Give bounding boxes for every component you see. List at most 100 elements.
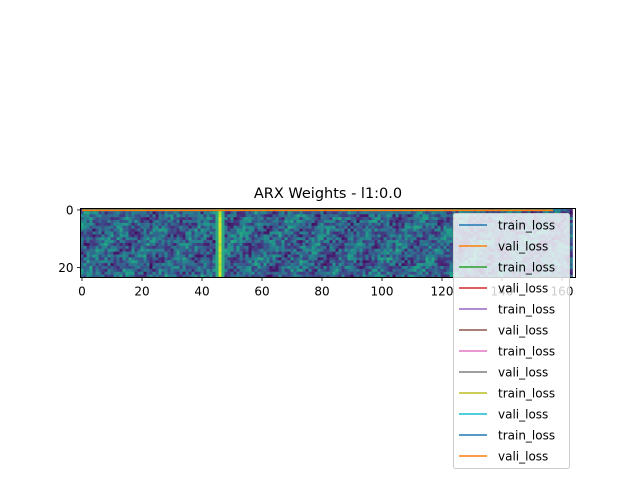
- heatmap-cell: [107, 251, 111, 255]
- heatmap-cell: [248, 274, 252, 278]
- heatmap-cell: [299, 237, 303, 241]
- heatmap-cell: [272, 214, 276, 218]
- heatmap-cell: [101, 217, 105, 221]
- heatmap-cell: [158, 251, 162, 255]
- heatmap-cell: [305, 260, 309, 264]
- heatmap-cell: [362, 240, 366, 244]
- heatmap-cell: [344, 211, 348, 215]
- heatmap-cell: [140, 251, 144, 255]
- heatmap-cell: [344, 271, 348, 275]
- heatmap-cell: [296, 248, 300, 252]
- heatmap-cell: [392, 260, 396, 264]
- heatmap-cell: [419, 268, 423, 273]
- heatmap-cell: [209, 217, 213, 221]
- heatmap-cell: [146, 260, 150, 264]
- heatmap-cell: [155, 251, 159, 255]
- heatmap-cell: [224, 274, 228, 278]
- heatmap-cell: [203, 245, 207, 250]
- heatmap-cell: [92, 228, 96, 232]
- heatmap-cell: [242, 217, 246, 221]
- heatmap-cell: [95, 248, 99, 252]
- heatmap-cell: [365, 248, 369, 252]
- heatmap-cell: [242, 245, 246, 250]
- heatmap-cell: [446, 234, 450, 238]
- heatmap-cell: [140, 211, 144, 215]
- heatmap-cell: [305, 266, 309, 270]
- heatmap-cell: [392, 228, 396, 232]
- heatmap-cell: [332, 268, 336, 273]
- heatmap-cell: [401, 266, 405, 270]
- heatmap-cell: [179, 243, 183, 247]
- heatmap-cell: [149, 245, 153, 250]
- heatmap-cell: [140, 266, 144, 270]
- heatmap-cell: [428, 266, 432, 270]
- heatmap-cell: [320, 211, 324, 215]
- heatmap-cell: [545, 211, 549, 215]
- heatmap-cell: [395, 225, 399, 229]
- heatmap-cell: [374, 245, 378, 250]
- heatmap-cell: [338, 266, 342, 270]
- heatmap-cell: [179, 222, 183, 227]
- heatmap-cell: [254, 228, 258, 232]
- heatmap-cell: [257, 263, 261, 267]
- heatmap-cell: [104, 274, 108, 278]
- heatmap-cell: [299, 228, 303, 232]
- heatmap-cell: [173, 214, 177, 218]
- heatmap-cell: [158, 228, 162, 232]
- heatmap-cell: [431, 240, 435, 244]
- heatmap-cell: [236, 260, 240, 264]
- heatmap-cell: [242, 260, 246, 264]
- heatmap-cell: [401, 248, 405, 252]
- heatmap-cell: [200, 217, 204, 221]
- heatmap-cell: [95, 266, 99, 270]
- heatmap-cell: [203, 248, 207, 252]
- heatmap-cell: [209, 251, 213, 255]
- heatmap-cell: [233, 260, 237, 264]
- heatmap-cell: [251, 263, 255, 267]
- heatmap-cell: [563, 208, 567, 212]
- heatmap-cell: [380, 211, 384, 215]
- heatmap-cell: [419, 217, 423, 221]
- heatmap-cell: [125, 231, 129, 235]
- heatmap-cell: [290, 217, 294, 221]
- heatmap-cell: [431, 248, 435, 252]
- heatmap-cell: [98, 220, 102, 224]
- heatmap-cell: [275, 214, 279, 218]
- heatmap-cell: [437, 231, 441, 235]
- heatmap-cell: [152, 211, 156, 215]
- heatmap-cell: [569, 243, 573, 247]
- heatmap-cell: [377, 263, 381, 267]
- heatmap-cell: [164, 225, 168, 229]
- heatmap-cell: [410, 263, 414, 267]
- heatmap-cell: [134, 211, 138, 215]
- heatmap-cell: [389, 257, 393, 261]
- heatmap-cell: [107, 243, 111, 247]
- heatmap-cell: [128, 257, 132, 261]
- heatmap-cell: [434, 271, 438, 275]
- heatmap-cell: [422, 271, 426, 275]
- heatmap-cell: [353, 214, 357, 218]
- heatmap-cell: [332, 243, 336, 247]
- heatmap-cell: [170, 240, 174, 244]
- heatmap-cell: [335, 245, 339, 250]
- heatmap-cell: [98, 211, 102, 215]
- heatmap-cell: [332, 237, 336, 241]
- heatmap-cell: [170, 266, 174, 270]
- heatmap-cell: [242, 271, 246, 275]
- heatmap-cell: [326, 260, 330, 264]
- heatmap-cell: [146, 266, 150, 270]
- heatmap-cell: [155, 266, 159, 270]
- heatmap-cell: [416, 260, 420, 264]
- heatmap-cell: [149, 214, 153, 218]
- heatmap-cell: [374, 271, 378, 275]
- heatmap-cell: [185, 245, 189, 250]
- heatmap-cell: [446, 240, 450, 244]
- heatmap-cell: [311, 217, 315, 221]
- heatmap-cell: [119, 260, 123, 264]
- heatmap-cell: [200, 214, 204, 218]
- heatmap-cell: [176, 271, 180, 275]
- heatmap-cell: [269, 268, 273, 273]
- heatmap-cell: [383, 251, 387, 255]
- heatmap-cell: [194, 266, 198, 270]
- heatmap-cell: [380, 271, 384, 275]
